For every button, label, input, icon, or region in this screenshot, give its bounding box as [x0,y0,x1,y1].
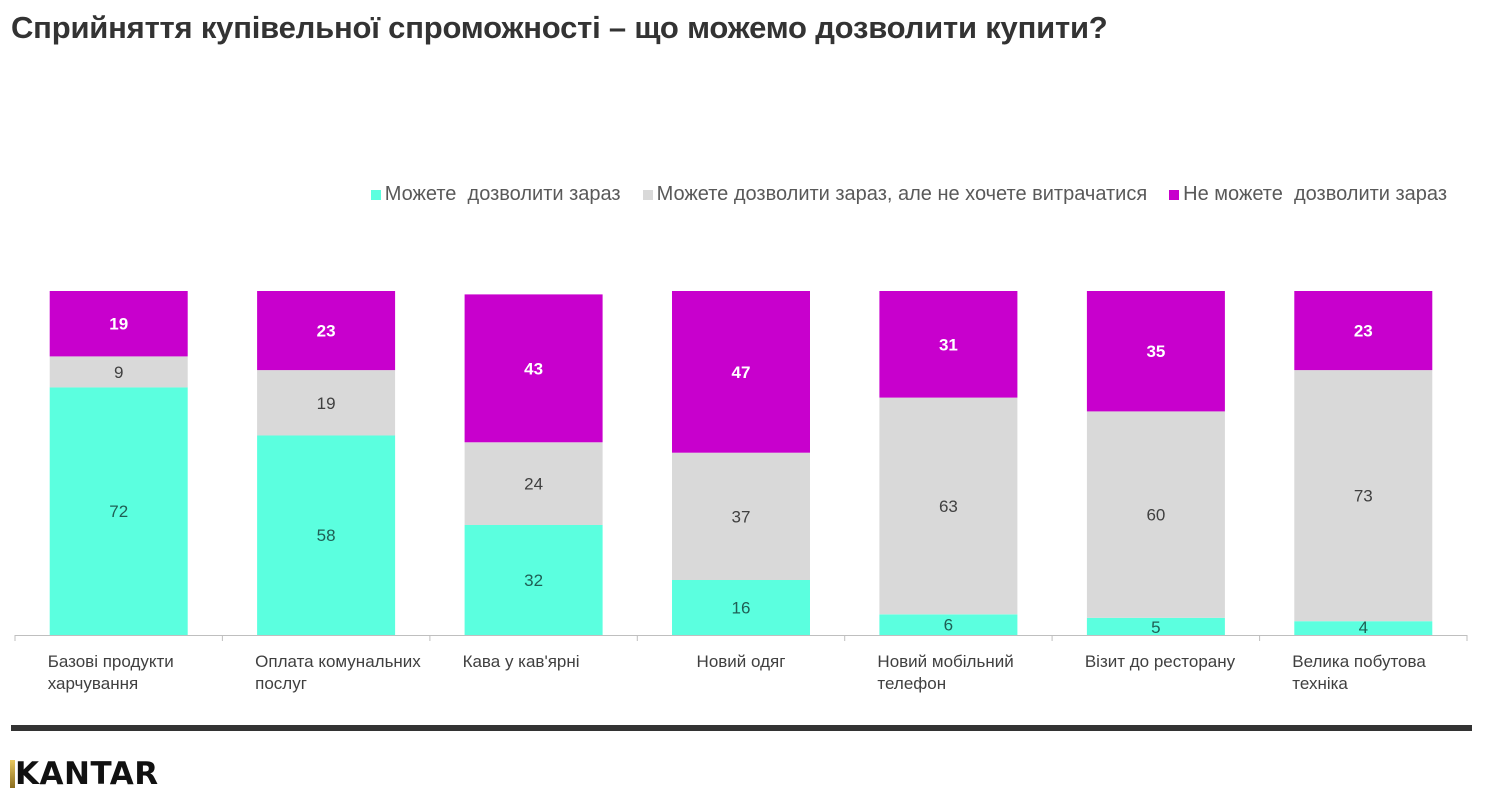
chart-legend: Можете дозволити зараз Можете дозволити … [349,183,1447,206]
x-tick-label-line: Візит до ресторану [1084,652,1236,671]
data-label-can-now: 4 [1359,618,1368,637]
data-label-cannot: 35 [1146,342,1165,361]
legend-item-cannot: Не можете дозволити зараз [1169,183,1447,206]
data-label-can-but-dont-want: 19 [317,394,336,413]
bar-segment-cannot [879,291,1018,398]
x-tick-label-line: Базові продукти [47,652,174,671]
bar-segment-can-now [672,580,810,635]
bar-segment-can-but-dont-want [49,356,188,388]
legend-label-can-now: Можете дозволити зараз [384,183,621,205]
stacked-bar-chart: 72 9 19 58 19 23 32 24 43 16 37 47 6 63 31 5 60 35 4 73 23 [14,291,1468,641]
bar-segment-can-now [464,524,603,635]
bar-segment-cannot [257,291,396,371]
data-label-cannot: 23 [1354,322,1373,341]
logo-text: KANTAR [15,756,159,792]
data-label-cannot: 43 [524,359,543,378]
kantar-logo: KANTAR [10,756,159,792]
bar-segment-can-but-dont-want [1086,411,1225,618]
x-tick-label-line: послуг [255,674,307,693]
x-tick-label-line: телефон [877,674,947,693]
x-tick-label: Новий одяг [646,651,836,673]
bar-segment-can-but-dont-want [879,397,1018,615]
data-label-cannot: 31 [939,335,958,354]
bar-segment-can-but-dont-want [257,370,396,436]
legend-swatch-can-but-dont-want [642,189,653,200]
legend-item-can-now: Можете дозволити зараз [370,183,621,206]
data-label-can-now: 72 [109,502,128,521]
x-tick-label-line: Новий одяг [696,652,786,671]
data-label-can-now: 5 [1151,618,1160,637]
legend-swatch-cannot [1169,189,1180,200]
x-tick-label-line: Кава у кав'ярні [462,652,580,671]
bar-segment-can-now [879,614,1018,635]
x-tick-label-line: харчування [47,674,139,693]
data-label-can-now: 16 [732,599,751,618]
logo-accent-bar [10,760,15,788]
data-label-can-but-dont-want: 60 [1146,506,1165,525]
bar-segment-cannot [1086,291,1225,412]
bar-segment-can-now [1086,617,1225,635]
data-label-cannot: 19 [109,315,128,334]
x-tick-label: Новий мобільний телефон [877,651,1067,695]
bar-segment-can-now [1294,621,1433,635]
bar-segment-cannot [464,294,603,443]
data-label-can-now: 6 [944,616,953,635]
x-tick-label-line: Велика побутова [1292,652,1426,671]
bar-segment-can-but-dont-want [464,442,603,525]
bar-segment-can-now [49,387,188,635]
bar-segment-cannot [672,291,810,453]
data-label-can-but-dont-want: 24 [524,475,543,494]
bar-segment-cannot [49,291,188,357]
footer-divider [11,725,1472,731]
data-label-can-but-dont-want: 37 [732,507,751,526]
data-label-can-now: 32 [524,571,543,590]
legend-label-cannot: Не можете дозволити зараз [1183,183,1447,205]
x-tick-label: Базові продукти харчування [48,651,238,695]
bar-segment-can-but-dont-want [672,452,810,580]
x-tick-label: Кава у кав'ярні [463,651,653,673]
x-tick-label: Велика побутова техніка [1292,651,1482,695]
bar-segment-can-but-dont-want [1294,370,1433,622]
legend-swatch-can-now [370,189,381,200]
x-tick-label: Візит до ресторану [1085,651,1275,673]
bar-segment-cannot [1294,291,1433,371]
x-axis [14,635,1468,641]
x-tick-label-line: Оплата комунальних [255,652,421,671]
data-label-can-now: 58 [317,526,336,545]
data-label-cannot: 23 [317,322,336,341]
x-tick-label-line: техніка [1292,674,1348,693]
data-label-can-but-dont-want: 9 [114,363,123,382]
legend-label-can-but-dont-want: Можете дозволити зараз, але не хочете ви… [656,183,1148,205]
legend-item-can-but-dont-want: Можете дозволити зараз, але не хочете ви… [642,183,1148,206]
chart-title: Сприйняття купівельної спроможності – що… [11,10,1108,45]
bars-group: 72 9 19 58 19 23 32 24 43 16 37 47 6 63 31 5 60 35 4 73 23 [49,291,1433,637]
data-label-cannot: 47 [732,363,751,382]
data-label-can-but-dont-want: 63 [939,497,958,516]
x-tick-label: Оплата комунальних послуг [255,651,445,695]
x-tick-label-line: Новий мобільний [877,652,1014,671]
data-label-can-but-dont-want: 73 [1354,487,1373,506]
bar-segment-can-now [257,435,396,635]
